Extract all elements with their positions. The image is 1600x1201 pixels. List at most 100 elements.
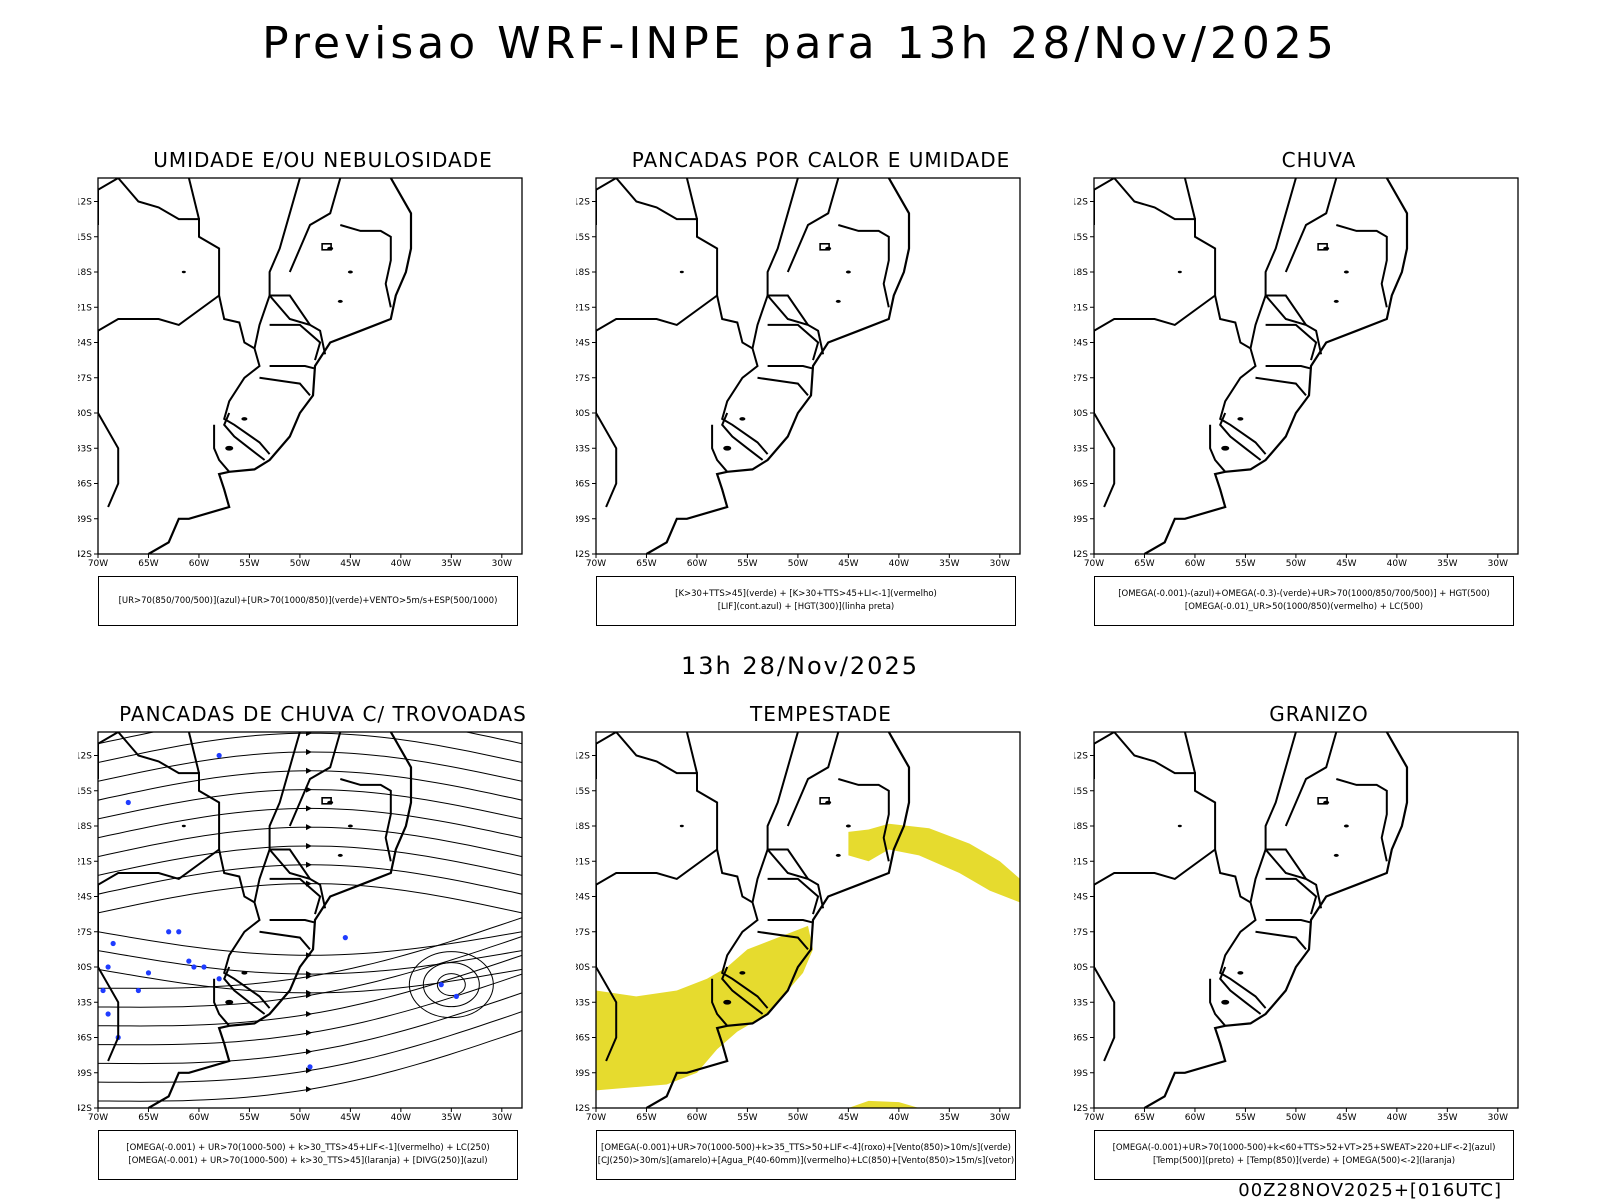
panel-pancadas-calor: PANCADAS POR CALOR E UMIDADE 12S 15S 18S 21… (576, 148, 1066, 628)
lat-label: 21S (78, 303, 92, 313)
state-border (98, 732, 119, 779)
state-border (1249, 294, 1307, 349)
streamline (98, 845, 522, 876)
lat-label: 42S (576, 1104, 590, 1114)
legend-line: [Temp(500)](preto) + [Temp(850)](verde) … (1152, 1156, 1456, 1166)
state-border (1094, 412, 1116, 508)
lake (1333, 299, 1339, 303)
lon-label: 70W (88, 1113, 108, 1123)
streamline-arrow (306, 1029, 312, 1036)
lat-label: 21S (1074, 857, 1088, 867)
federal-district (321, 243, 332, 251)
streamline (98, 770, 522, 801)
state-border (1265, 323, 1318, 361)
storm-area-south (596, 925, 813, 1091)
map-frame (595, 731, 1021, 1109)
precip-dot (201, 964, 207, 970)
state-border (268, 178, 327, 355)
legend-line: [OMEGA(-0.001) + UR>70(1000-500) + k>30_… (128, 1156, 488, 1166)
lat-label: 33S (576, 998, 590, 1008)
lon-label: 45W (1336, 1113, 1356, 1123)
lat-label: 33S (78, 444, 92, 454)
lon-label: 60W (189, 559, 209, 569)
lat-label: 21S (576, 857, 590, 867)
vortex-ring (436, 973, 466, 997)
state-border (98, 412, 120, 508)
lake (1177, 824, 1182, 828)
lon-label: 40W (1387, 559, 1407, 569)
lon-label: 70W (1084, 559, 1104, 569)
lake (347, 824, 353, 828)
lat-label: 42S (1074, 550, 1088, 560)
lake (739, 417, 746, 421)
panel-title: CHUVA (1281, 148, 1357, 172)
vortex-ring (408, 951, 494, 1019)
state-border (259, 930, 311, 951)
streamline (98, 968, 522, 994)
state-border (1265, 877, 1318, 915)
lat-label: 12S (576, 752, 590, 762)
lon-label: 40W (889, 559, 909, 569)
lon-label: 30W (492, 559, 512, 569)
state-border (1265, 919, 1311, 924)
panel-title: TEMPESTADE (750, 702, 892, 726)
state-border (117, 732, 271, 1009)
coastline (1143, 178, 1409, 554)
map-tempestade: 12S 15S 18S 21S 24S 27S 30S 33S 36S 39S 42S70W 65W 6… (576, 731, 1021, 1123)
state-border (223, 412, 266, 461)
state-border (117, 178, 271, 455)
lon-label: 35W (1437, 559, 1457, 569)
panel-title: PANCADAS POR CALOR E UMIDADE (631, 148, 1011, 172)
lake (241, 417, 248, 421)
coastline (645, 732, 911, 1108)
lon-label: 45W (340, 1113, 360, 1123)
state-border (1183, 732, 1196, 774)
lat-label: 12S (1074, 198, 1088, 208)
precip-dot (216, 752, 222, 759)
lake (723, 445, 732, 451)
legend-box: [K>30+TTS>45](verde) + [K>30+TTS>45+LI<-… (596, 576, 1016, 626)
state-border (596, 848, 718, 886)
lon-label: 60W (687, 1113, 707, 1123)
legend-line: [K>30+TTS>45](verde) + [K>30+TTS>45+LI<-… (675, 589, 937, 599)
lat-label: 24S (1074, 339, 1088, 349)
state-border (268, 732, 327, 909)
lat-label: 36S (78, 1034, 92, 1044)
lon-label: 35W (441, 559, 461, 569)
map-frame (1093, 177, 1519, 555)
legend-box: [OMEGA(-0.001)+UR>70(1000-500)+k>35_TTS>… (596, 1130, 1016, 1180)
state-border (1209, 424, 1226, 473)
lake (835, 299, 841, 303)
lat-label: 15S (78, 233, 92, 243)
storm-area-strip (848, 1100, 919, 1108)
state-border (685, 178, 698, 220)
streamline (98, 826, 522, 858)
precip-dot (191, 964, 197, 970)
lat-label: 18S (78, 268, 92, 278)
lat-label: 24S (1074, 893, 1088, 903)
streamline-arrow (306, 1048, 312, 1055)
state-border (213, 978, 230, 1027)
precip-dot (145, 970, 152, 976)
state-border (767, 323, 820, 361)
lake (1237, 417, 1244, 421)
lake (845, 824, 851, 828)
lon-label: 50W (1286, 1113, 1306, 1123)
lake (1237, 971, 1244, 975)
lat-label: 27S (1074, 374, 1088, 384)
page-title: Previsao WRF-INPE para 13h 28/Nov/2025 (262, 18, 1338, 69)
streamline-arrow (306, 861, 312, 868)
lake (835, 853, 841, 857)
lat-label: 39S (1074, 515, 1088, 525)
state-border (767, 365, 813, 370)
lon-label: 55W (737, 1113, 757, 1123)
lat-label: 18S (576, 268, 590, 278)
valid-time-label: 13h 28/Nov/2025 (680, 652, 919, 680)
map-frame (97, 731, 523, 1109)
lat-label: 36S (1074, 1034, 1088, 1044)
lon-label: 45W (1336, 559, 1356, 569)
lat-label: 36S (1074, 480, 1088, 490)
lat-label: 12S (78, 752, 92, 762)
state-border (269, 877, 322, 915)
state-border (615, 178, 769, 455)
